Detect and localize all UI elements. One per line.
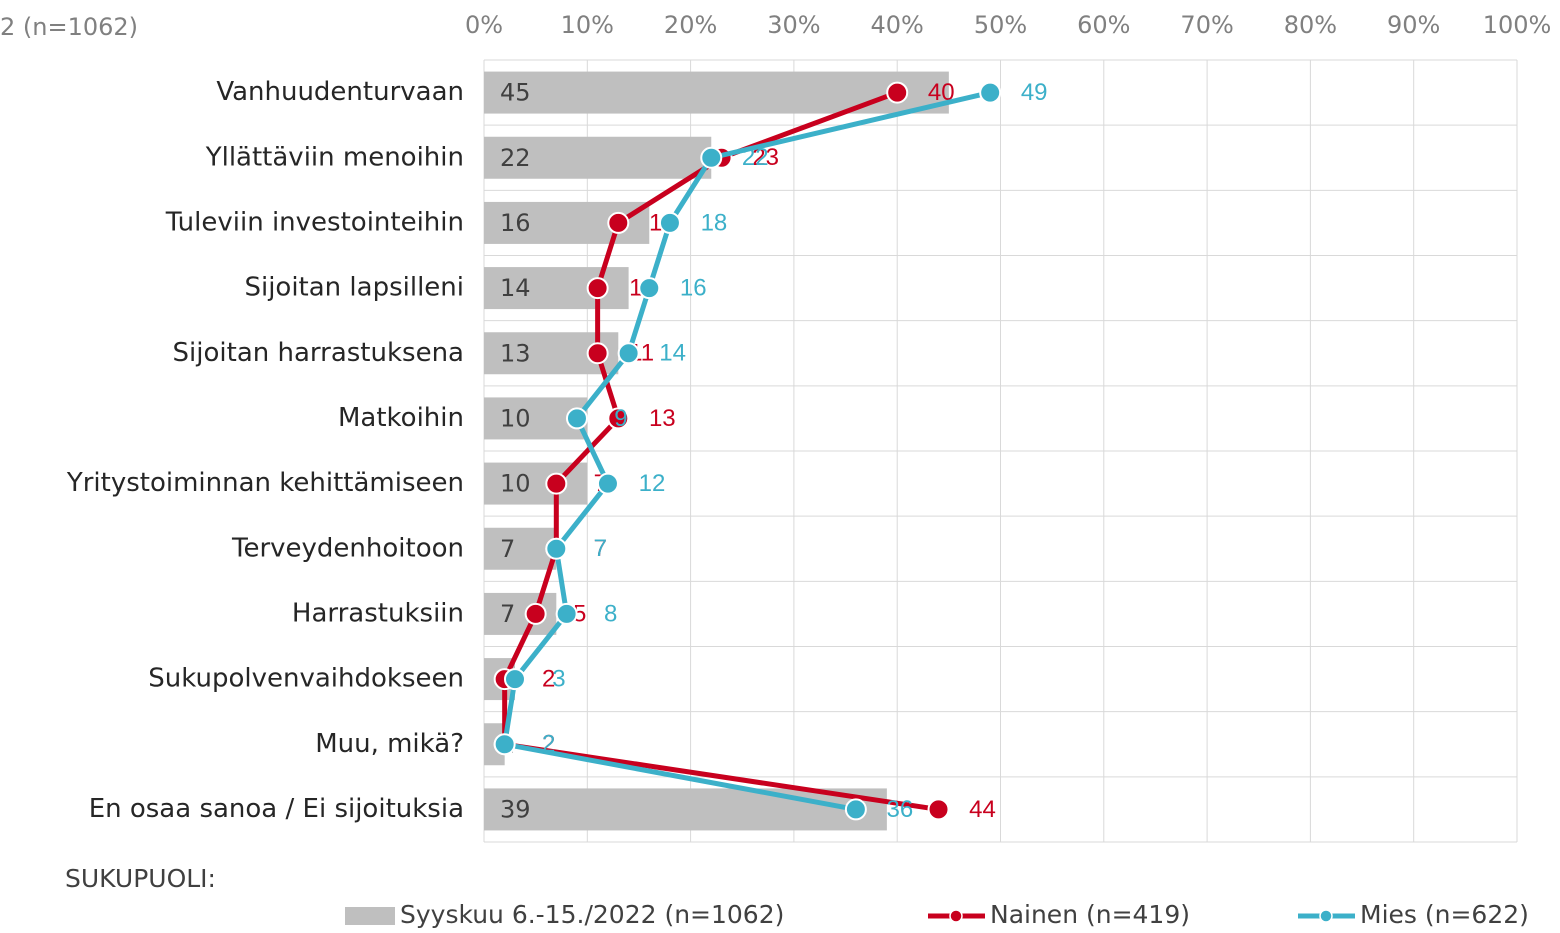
x-tick-label: 10% [561,11,614,39]
point-value-label: 5 [573,600,586,627]
bar [484,788,887,831]
x-tick-label: 30% [767,11,820,39]
point [565,407,588,430]
point [524,602,547,625]
bar-value-label: 22 [500,144,531,172]
point-value-label: 44 [969,796,996,823]
category-label: Sijoitan harrastuksena [173,338,464,368]
point [979,81,1002,104]
bar-value-label: 14 [500,274,531,302]
bar-value-label: 7 [500,600,515,628]
point-value-label: 14 [659,340,686,367]
x-tick-label: 90% [1387,11,1440,39]
x-tick-label: 100% [1483,11,1552,39]
category-label: Matkoihin [338,403,464,433]
category-label: Yritystoiminnan kehittämiseen [66,468,464,498]
point-value-label: 18 [701,209,728,236]
point [596,472,619,495]
bar [484,136,712,179]
bar-value-label: 39 [500,795,531,823]
x-tick-label: 60% [1077,11,1130,39]
point [927,798,950,821]
point [545,537,568,560]
point [844,798,867,821]
bar [484,527,557,570]
point [545,472,568,495]
point-value-label: 16 [680,274,707,301]
legend-swatch-dot [949,909,963,923]
category-label: Muu, mikä? [315,729,464,759]
point-value-label: 22 [742,144,769,171]
point-value-label: 12 [639,470,666,497]
legend-title: SUKUPUOLI: [65,864,216,893]
point-value-label: 7 [594,535,607,562]
category-label: Sijoitan lapsilleni [244,273,464,303]
point [555,602,578,625]
point [638,277,661,300]
bar-value-label: 7 [500,535,515,563]
point-value-label: 3 [552,665,565,692]
category-label: Harrastuksiin [292,598,464,628]
point-value-label: 9 [614,405,627,432]
point [586,277,609,300]
point [607,211,630,234]
bar-value-label: 16 [500,209,531,237]
point [658,211,681,234]
x-tick-label: 80% [1284,11,1337,39]
category-label: Tuleviin investointeihin [165,207,464,237]
point-value-label: 49 [1021,79,1048,106]
x-tick-label: 70% [1180,11,1233,39]
legend-swatch [345,907,395,925]
bar-value-label: 10 [500,404,531,432]
bar-value-label: 13 [500,339,531,367]
point [617,342,640,365]
bar [484,71,949,114]
point-value-label: 2 [542,731,555,758]
x-tick-label: 0% [465,11,503,39]
legend-label: Mies (n=622) [1360,900,1529,929]
category-label: En osaa sanoa / Ei sijoituksia [89,794,464,824]
bar-value-label: 45 [500,79,531,107]
point [503,668,526,691]
point-value-label: 7 [594,535,607,562]
category-label: Vanhuudenturvaan [216,77,464,107]
legend-swatch-dot [1319,909,1333,923]
x-tick-label: 40% [871,11,924,39]
point-value-label: 13 [649,405,676,432]
legend-label: Nainen (n=419) [990,900,1190,929]
point-value-label: 36 [887,796,914,823]
point [607,407,630,430]
point [586,342,609,365]
subtitle: 2 (n=1062) [0,13,138,41]
category-label: Terveydenhoitoon [231,533,464,563]
point-value-label: 2 [542,665,555,692]
category-label: Yllättäviin menoihin [205,142,464,172]
point [700,146,723,169]
point-value-label: 8 [604,600,617,627]
x-tick-label: 20% [664,11,717,39]
x-tick-label: 50% [974,11,1027,39]
point [493,733,516,756]
bar-value-label: 10 [500,470,531,498]
category-label: Sukupolvenvaihdokseen [148,664,464,694]
legend-label: Syyskuu 6.-15./2022 (n=1062) [400,900,784,929]
point [886,81,909,104]
